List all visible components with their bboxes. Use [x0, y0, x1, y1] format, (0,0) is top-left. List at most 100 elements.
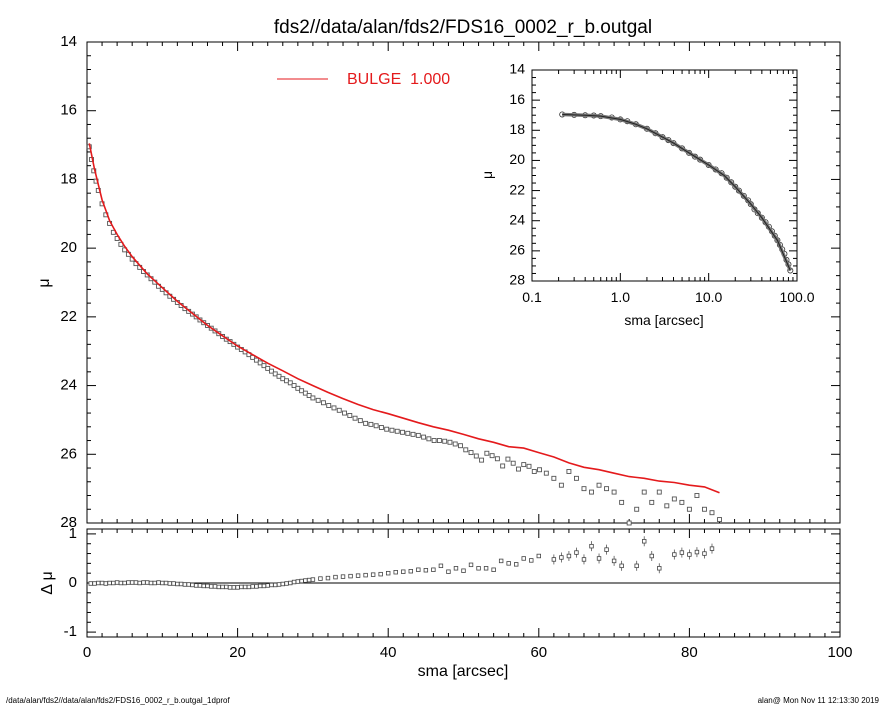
- main-data-point: [686, 506, 692, 512]
- residual-point: [152, 580, 157, 586]
- residual-point: [634, 563, 639, 569]
- residual-point: [581, 557, 587, 562]
- residual-point: [325, 575, 331, 581]
- residual-point: [122, 580, 127, 586]
- residual-point: [566, 553, 572, 559]
- main-data-point: [702, 506, 707, 512]
- residual-point: [92, 581, 97, 586]
- main-y-tick-label: 24: [60, 377, 77, 394]
- residual-point: [96, 580, 101, 586]
- inset-panel: 0.1 1.0 10.0 100.0 14 16 18 20 22 24 26 28 μ sma [a…: [479, 61, 815, 328]
- main-data-point: [664, 503, 670, 509]
- main-y-axis-label: μ: [36, 278, 53, 287]
- main-data-point: [505, 456, 511, 462]
- main-data-point: [415, 432, 421, 438]
- main-y-tick-label: 18: [60, 170, 77, 187]
- residual-point: [107, 580, 112, 586]
- residual-point: [160, 580, 165, 586]
- inset-y-tick-label: 20: [509, 151, 525, 167]
- residual-point: [702, 551, 707, 556]
- main-data-point: [641, 489, 647, 495]
- main-data-point: [287, 380, 293, 386]
- main-data-point: [257, 360, 263, 366]
- residual-point: [574, 550, 579, 555]
- main-data-point: [589, 489, 594, 495]
- legend: BULGE 1.000: [277, 71, 450, 88]
- residual-point: [657, 566, 662, 571]
- residual-point: [216, 584, 221, 590]
- residual-point: [529, 558, 534, 563]
- main-data-point: [489, 453, 495, 459]
- main-data-point: [431, 438, 437, 443]
- residual-point: [212, 584, 218, 589]
- residual-point: [99, 580, 105, 586]
- residual-point: [284, 581, 289, 586]
- residual-point: [118, 580, 124, 586]
- x-tick-label: 20: [229, 644, 246, 661]
- main-data-point: [671, 496, 677, 502]
- main-data-point: [291, 383, 297, 389]
- residual-point: [126, 580, 131, 585]
- residual-point: [288, 580, 293, 586]
- main-data-point: [510, 460, 516, 466]
- main-data-point: [558, 482, 564, 488]
- inset-model-line-core: [562, 114, 791, 271]
- residual-point: [348, 573, 353, 579]
- residual-point: [235, 585, 240, 590]
- main-data-point: [357, 418, 363, 424]
- main-data-point: [500, 463, 506, 469]
- residual-point: [536, 553, 541, 559]
- residual-point: [333, 574, 338, 580]
- main-data-point: [310, 395, 316, 401]
- residual-point: [220, 584, 225, 590]
- main-data-point: [336, 407, 342, 413]
- x-axis-label: sma [arcsec]: [418, 663, 509, 680]
- residual-point: [133, 580, 139, 585]
- residual-point: [291, 579, 297, 585]
- main-data-point: [394, 428, 400, 434]
- inset-y-tick-label: 28: [509, 272, 525, 288]
- residual-point: [506, 561, 511, 566]
- main-model-line: [88, 143, 720, 494]
- residual-point: [250, 584, 255, 589]
- residual-point: [649, 553, 654, 559]
- main-data-point: [400, 429, 405, 435]
- residual-point: [88, 581, 93, 586]
- residual-point: [709, 546, 715, 551]
- residual-point: [186, 582, 191, 587]
- residual-point: [242, 584, 248, 590]
- residual-point: [163, 580, 169, 586]
- residual-point: [476, 566, 481, 571]
- residual-point: [408, 569, 413, 574]
- residual-point: [551, 557, 557, 562]
- main-data-point: [315, 397, 321, 403]
- main-data-point: [436, 438, 442, 443]
- main-data-point: [473, 453, 479, 459]
- residual-point: [193, 583, 199, 588]
- residual-point: [280, 581, 285, 587]
- main-data-point: [694, 493, 700, 498]
- residual-point: [190, 582, 195, 588]
- residual-point: [239, 584, 244, 590]
- residual-point: [182, 582, 188, 587]
- main-data-point: [649, 499, 655, 505]
- inset-y-tick-label: 26: [509, 242, 525, 258]
- main-y-tick-label: 26: [60, 445, 77, 462]
- residual-panel: 0 20 40 60 80 100 -1 0 1 Δ μ sma [arcsec]: [39, 525, 853, 680]
- main-data-point: [452, 441, 458, 447]
- residual-point: [687, 552, 692, 557]
- x-tick-label: 80: [681, 644, 698, 661]
- main-data-point: [526, 463, 532, 469]
- main-data-point: [551, 475, 557, 481]
- residual-point: [559, 555, 564, 560]
- main-data-point: [384, 426, 390, 432]
- main-data-point: [368, 421, 374, 427]
- residual-y-axis-label: Δ μ: [39, 571, 56, 594]
- residual-point: [145, 580, 150, 585]
- residual-point: [137, 580, 142, 586]
- inset-y-tick-label: 16: [509, 91, 525, 107]
- legend-label: BULGE 1.000: [347, 71, 450, 88]
- residual-point: [205, 583, 210, 589]
- residual-point: [423, 568, 429, 573]
- residual-point: [175, 581, 180, 587]
